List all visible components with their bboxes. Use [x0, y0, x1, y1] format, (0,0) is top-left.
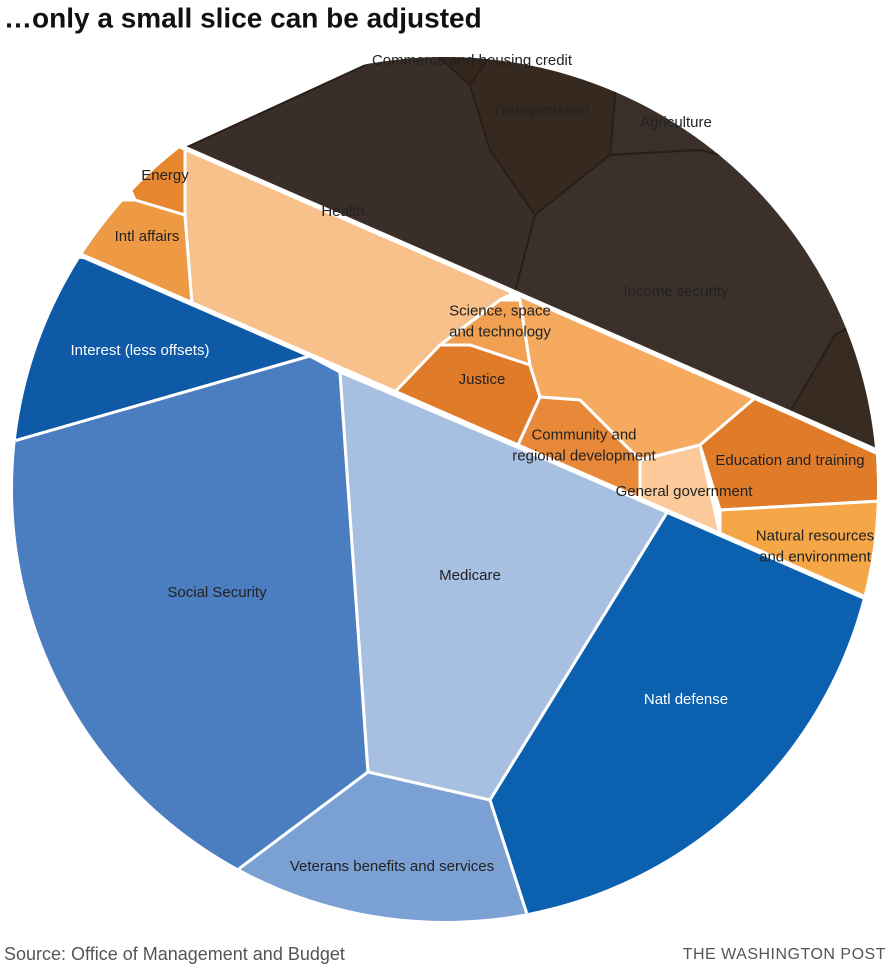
cell-label: Commerce and housing credit: [372, 52, 573, 69]
cell-label: Natl defense: [644, 691, 728, 708]
cell-label: and environment: [759, 548, 872, 565]
cell-label: Social Security: [167, 584, 267, 601]
cell-label: Veterans benefits and services: [290, 858, 494, 875]
cell-label: Community and: [531, 426, 636, 443]
cell-label: Intl affairs: [115, 228, 180, 245]
cell-label: Interest (less offsets): [71, 342, 210, 359]
cell-label: Education and training: [715, 452, 864, 469]
group-divider: [148, 130, 877, 464]
cell-label: Natural resources: [756, 527, 874, 544]
source: Source: Office of Management and Budget: [4, 944, 345, 964]
treemap: [13, 57, 877, 921]
cell-label: Medicare: [439, 567, 501, 584]
title: …only a small slice can be adjusted: [4, 2, 482, 33]
cell: [698, 396, 877, 512]
cell-label: Income security: [623, 283, 729, 300]
labels: Commerce and housing credit Transportatio…: [71, 52, 875, 875]
cell-label: Agriculture: [640, 114, 712, 131]
credit: THE WASHINGTON POST: [683, 946, 886, 963]
cell: [718, 498, 877, 622]
group-divider: [58, 243, 877, 616]
cell-label: Energy: [141, 167, 189, 184]
cell-label: Transportation: [493, 102, 589, 119]
cell-label: regional development: [512, 447, 656, 464]
cell-label: and technology: [449, 323, 551, 340]
cell-label: Justice: [459, 371, 506, 388]
cell-label: Health: [321, 203, 364, 220]
cell-label: General government: [616, 483, 754, 500]
cell-label: Science, space: [449, 302, 551, 319]
